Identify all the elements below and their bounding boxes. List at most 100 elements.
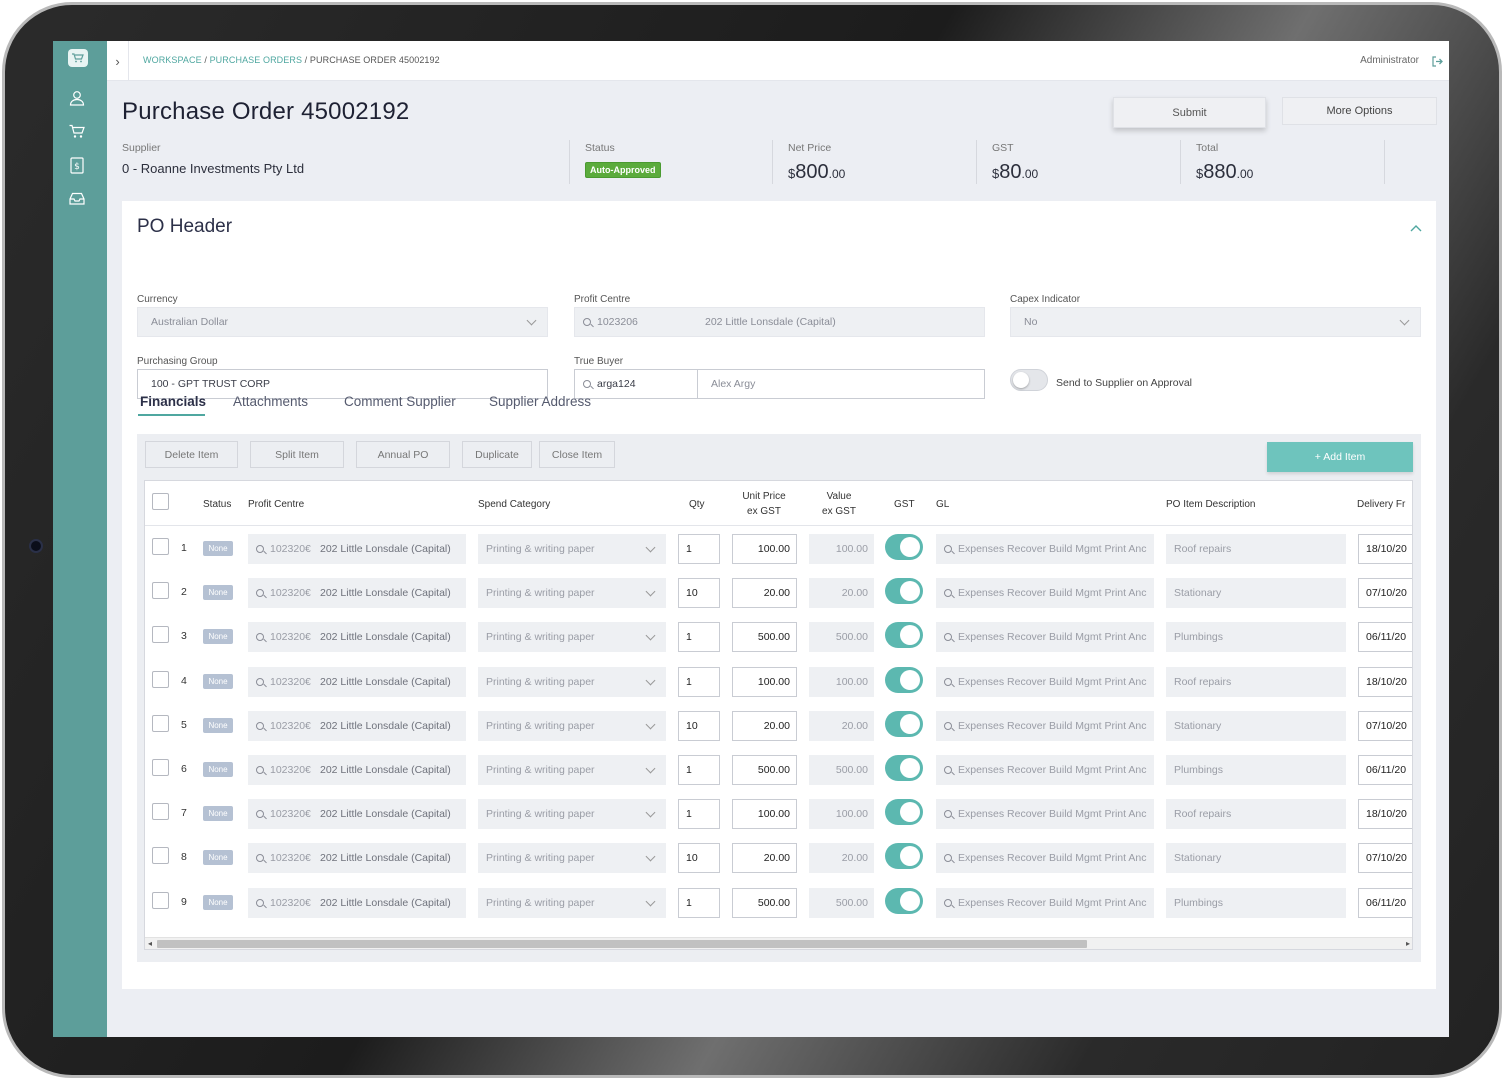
spend-category-select[interactable]: Printing & writing paper — [478, 534, 666, 564]
gst-toggle[interactable] — [885, 578, 923, 605]
profit-centre-cell[interactable]: 102320€ 202 Little Lonsdale (Capital) — [248, 799, 466, 830]
gst-toggle[interactable] — [885, 843, 923, 870]
spend-category-select[interactable]: Printing & writing paper — [478, 887, 666, 918]
row-checkbox[interactable] — [152, 582, 169, 600]
po-item-description-input[interactable]: Stationary — [1166, 843, 1346, 874]
spend-category-select[interactable]: Printing & writing paper — [478, 755, 666, 785]
unit-price-input[interactable]: 100.00 — [732, 534, 797, 564]
gl-cell[interactable]: Expenses Recover Build Mgmt Print Anc — [936, 887, 1154, 918]
gl-cell[interactable]: Expenses Recover Build Mgmt Print Anc — [936, 534, 1154, 564]
gl-cell[interactable]: Expenses Recover Build Mgmt Print Anc — [936, 578, 1154, 609]
tab-attachments[interactable]: Attachments — [233, 394, 309, 409]
po-item-description-input[interactable]: Roof repairs — [1166, 799, 1346, 830]
po-item-description-input[interactable]: Plumbings — [1166, 887, 1346, 918]
profit-centre-cell[interactable]: 102320€ 202 Little Lonsdale (Capital) — [248, 622, 466, 653]
delivery-date-input[interactable]: 18/10/20 — [1358, 799, 1412, 830]
po-item-description-input[interactable]: Stationary — [1166, 578, 1346, 609]
scrollbar-thumb[interactable] — [157, 940, 1087, 948]
gst-toggle[interactable] — [885, 887, 923, 914]
gl-cell[interactable]: Expenses Recover Build Mgmt Print Anc — [936, 755, 1154, 785]
delivery-date-input[interactable]: 07/10/20 — [1358, 710, 1412, 741]
unit-price-input[interactable]: 500.00 — [732, 887, 797, 918]
scroll-left-icon[interactable]: ◂ — [148, 939, 153, 948]
more-options-button[interactable]: More Options — [1282, 97, 1437, 125]
invoice-icon[interactable]: $ — [66, 154, 88, 176]
capex-select[interactable]: No — [1010, 307, 1421, 337]
unit-price-input[interactable]: 500.00 — [732, 755, 797, 785]
profit-centre-cell[interactable]: 102320€ 202 Little Lonsdale (Capital) — [248, 534, 466, 564]
po-item-description-input[interactable]: Plumbings — [1166, 622, 1346, 653]
annual-po-button[interactable]: Annual PO — [356, 441, 450, 468]
gl-cell[interactable]: Expenses Recover Build Mgmt Print Anc — [936, 710, 1154, 741]
qty-input[interactable]: 1 — [678, 755, 720, 785]
purchasing-group-input[interactable]: 100 - GPT TRUST CORP — [137, 369, 548, 399]
gst-toggle[interactable] — [885, 799, 923, 826]
profit-centre-cell[interactable]: 102320€ 202 Little Lonsdale (Capital) — [248, 710, 466, 741]
qty-input[interactable]: 1 — [678, 666, 720, 697]
expand-sidebar-icon[interactable]: › — [107, 41, 129, 81]
unit-price-input[interactable]: 100.00 — [732, 666, 797, 697]
close-item-button[interactable]: Close Item — [539, 441, 615, 468]
qty-input[interactable]: 10 — [678, 843, 720, 874]
row-checkbox[interactable] — [152, 759, 169, 776]
cart-icon[interactable] — [66, 120, 88, 142]
spend-category-select[interactable]: Printing & writing paper — [478, 710, 666, 741]
delivery-date-input[interactable]: 18/10/20 — [1358, 666, 1412, 697]
user-icon[interactable] — [66, 87, 88, 109]
qty-input[interactable]: 1 — [678, 622, 720, 653]
unit-price-input[interactable]: 100.00 — [732, 799, 797, 830]
row-checkbox[interactable] — [152, 670, 169, 688]
delivery-date-input[interactable]: 06/11/20 — [1358, 887, 1412, 918]
tab-comment-supplier[interactable]: Comment Supplier — [344, 394, 456, 409]
breadcrumb-purchase-orders[interactable]: PURCHASE ORDERS — [209, 55, 303, 65]
gl-cell[interactable]: Expenses Recover Build Mgmt Print Anc — [936, 843, 1154, 874]
unit-price-input[interactable]: 20.00 — [732, 843, 797, 874]
row-checkbox[interactable] — [152, 538, 169, 555]
qty-input[interactable]: 1 — [678, 534, 720, 564]
row-checkbox[interactable] — [152, 847, 169, 865]
profit-centre-cell[interactable]: 102320€ 202 Little Lonsdale (Capital) — [248, 578, 466, 609]
profit-centre-cell[interactable]: 102320€ 202 Little Lonsdale (Capital) — [248, 887, 466, 918]
collapse-chevron-icon[interactable] — [1410, 221, 1422, 235]
row-checkbox[interactable] — [152, 714, 169, 732]
gl-cell[interactable]: Expenses Recover Build Mgmt Print Anc — [936, 666, 1154, 697]
gl-cell[interactable]: Expenses Recover Build Mgmt Print Anc — [936, 799, 1154, 830]
po-item-description-input[interactable]: Roof repairs — [1166, 666, 1346, 697]
po-item-description-input[interactable]: Stationary — [1166, 710, 1346, 741]
profit-centre-cell[interactable]: 102320€ 202 Little Lonsdale (Capital) — [248, 666, 466, 697]
unit-price-input[interactable]: 20.00 — [732, 578, 797, 609]
profit-centre-field[interactable]: 1023206 202 Little Lonsdale (Capital) — [574, 307, 985, 337]
inbox-icon[interactable] — [66, 187, 88, 209]
scroll-right-icon[interactable]: ▸ — [1405, 939, 1410, 948]
delivery-date-input[interactable]: 06/11/20 — [1358, 755, 1412, 785]
gst-toggle[interactable] — [885, 755, 923, 781]
delete-item-button[interactable]: Delete Item — [145, 441, 238, 468]
po-item-description-input[interactable]: Plumbings — [1166, 755, 1346, 785]
spend-category-select[interactable]: Printing & writing paper — [478, 578, 666, 609]
true-buyer-id-input[interactable]: arga124 — [574, 369, 698, 399]
breadcrumb-workspace[interactable]: WORKSPACE — [143, 55, 202, 65]
qty-input[interactable]: 10 — [678, 578, 720, 609]
row-checkbox[interactable] — [152, 626, 169, 644]
unit-price-input[interactable]: 20.00 — [732, 710, 797, 741]
spend-category-select[interactable]: Printing & writing paper — [478, 799, 666, 830]
row-checkbox[interactable] — [152, 891, 169, 909]
delivery-date-input[interactable]: 18/10/20 — [1358, 534, 1412, 564]
row-checkbox[interactable] — [152, 803, 169, 821]
user-name[interactable]: Administrator — [1360, 55, 1419, 66]
unit-price-input[interactable]: 500.00 — [732, 622, 797, 653]
delivery-date-input[interactable]: 06/11/20 — [1358, 622, 1412, 653]
gst-toggle[interactable] — [885, 710, 923, 737]
duplicate-button[interactable]: Duplicate — [462, 441, 532, 468]
delivery-date-input[interactable]: 07/10/20 — [1358, 578, 1412, 609]
spend-category-select[interactable]: Printing & writing paper — [478, 843, 666, 874]
logout-icon[interactable] — [1432, 54, 1443, 72]
add-item-button[interactable]: + Add Item — [1267, 442, 1413, 472]
profit-centre-cell[interactable]: 102320€ 202 Little Lonsdale (Capital) — [248, 843, 466, 874]
gl-cell[interactable]: Expenses Recover Build Mgmt Print Anc — [936, 622, 1154, 653]
qty-input[interactable]: 10 — [678, 710, 720, 741]
gst-toggle[interactable] — [885, 666, 923, 693]
profit-centre-cell[interactable]: 102320€ 202 Little Lonsdale (Capital) — [248, 755, 466, 785]
tab-supplier-address[interactable]: Supplier Address — [489, 394, 592, 409]
spend-category-select[interactable]: Printing & writing paper — [478, 622, 666, 653]
